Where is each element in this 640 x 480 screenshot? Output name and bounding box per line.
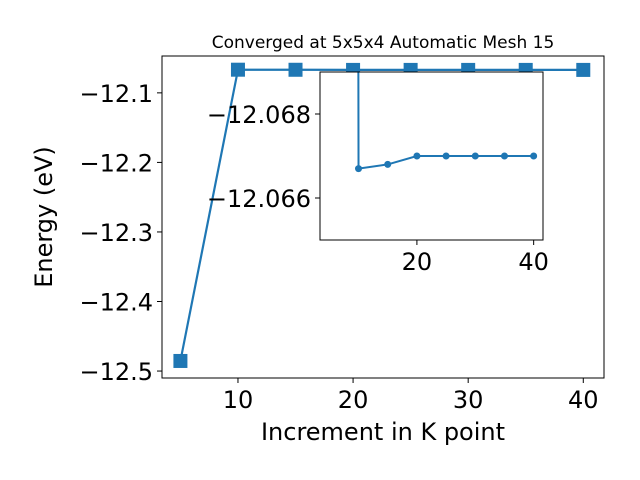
x-tick-label: 40	[568, 386, 599, 414]
marker	[230, 62, 245, 77]
marker	[384, 160, 392, 168]
data-line	[357, 72, 534, 170]
x-tick-label: 20	[338, 386, 369, 414]
y-tick-label: −12.068	[207, 101, 311, 129]
marker	[442, 152, 450, 160]
y-tick-label: −12.2	[79, 149, 153, 177]
x-tick-label: 10	[223, 386, 254, 414]
marker	[173, 353, 188, 368]
y-tick-label: −12.1	[79, 80, 153, 108]
chart-title: Converged at 5x5x4 Automatic Mesh 15	[212, 33, 555, 53]
marker	[288, 62, 303, 77]
y-tick-label: −12.3	[79, 219, 153, 247]
y-axis-label: Energy (eV)	[30, 146, 58, 288]
marker	[576, 62, 591, 77]
marker	[413, 152, 421, 160]
marker	[355, 165, 363, 173]
x-tick-label: 30	[453, 386, 484, 414]
x-axis-label: Increment in K point	[261, 418, 505, 446]
x-tick-label: 40	[518, 248, 549, 276]
plot-area	[355, 72, 538, 173]
y-tick-label: −12.066	[207, 185, 311, 213]
plot-area	[173, 62, 591, 368]
data-line	[179, 68, 584, 362]
marker	[530, 152, 538, 160]
y-tick-label: −12.5	[79, 358, 153, 386]
y-tick-label: −12.4	[79, 288, 153, 316]
x-tick-label: 20	[402, 248, 433, 276]
axes-frame	[161, 55, 605, 379]
marker	[471, 152, 479, 160]
axes-frame	[319, 71, 544, 241]
marker	[500, 152, 508, 160]
